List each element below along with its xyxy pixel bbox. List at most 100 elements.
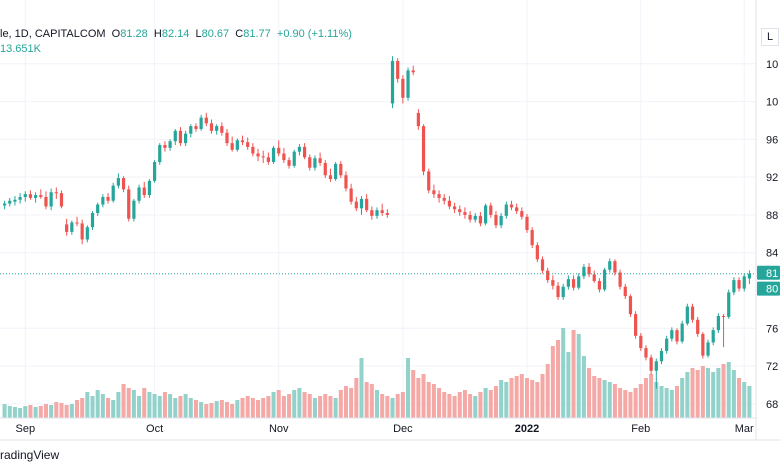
price-marker: 80	[757, 281, 780, 296]
price-tick-label: 88	[766, 210, 778, 222]
candle	[189, 124, 193, 138]
volume-bar	[230, 404, 235, 418]
candle-body	[271, 147, 276, 163]
candle-body	[401, 78, 405, 98]
candle-body	[747, 273, 752, 279]
volume-bar	[457, 392, 462, 418]
candle	[644, 345, 648, 361]
candle	[649, 354, 653, 375]
candle-body	[90, 213, 95, 228]
price-scale-background	[756, 0, 780, 440]
candle	[199, 114, 203, 131]
candle-body	[287, 160, 291, 166]
candle	[65, 218, 69, 236]
candle	[421, 124, 426, 176]
volume-bar	[281, 396, 286, 418]
candle	[256, 148, 260, 162]
candle-body	[116, 178, 120, 186]
grid-lines	[0, 0, 756, 418]
candle-body	[380, 210, 384, 214]
volume-bar	[43, 404, 48, 418]
volume-bar	[287, 394, 292, 418]
volume-bar	[302, 392, 307, 418]
volume-bar	[188, 398, 193, 418]
volume-bar	[592, 376, 597, 418]
time-tick-label: Sep	[15, 423, 35, 435]
candle	[49, 188, 53, 211]
candle-body	[680, 323, 684, 342]
candle	[75, 216, 79, 227]
candle-body	[473, 215, 477, 220]
candle	[447, 196, 452, 210]
candle-body	[690, 306, 695, 320]
candle	[137, 184, 141, 204]
tradingview-attribution[interactable]: radingView	[0, 448, 60, 462]
candle-body	[602, 269, 607, 290]
candle-body	[220, 126, 224, 133]
time-scale[interactable]: Sep Oct Nov Dec 2022 Feb Mar	[15, 423, 754, 435]
candle	[634, 311, 638, 339]
candle	[13, 196, 17, 206]
volume-bar	[535, 382, 540, 418]
candle	[178, 127, 183, 146]
volume-bar	[390, 398, 395, 418]
candle-body	[701, 333, 705, 356]
volume-bar	[292, 390, 297, 418]
volume-bar	[193, 400, 198, 418]
candle	[184, 130, 188, 146]
candle	[613, 259, 617, 276]
log-scale-button[interactable]: L	[761, 28, 779, 46]
volume-bar	[473, 396, 478, 418]
candle-body	[184, 133, 188, 144]
close-value: 81.77	[243, 28, 271, 40]
candle	[173, 128, 177, 146]
candle-body	[639, 335, 643, 349]
candle-body	[349, 188, 353, 202]
volume-bar	[106, 398, 111, 418]
volume-bar	[561, 328, 566, 418]
change-value: +0.90 (+1.11%)	[276, 28, 352, 40]
candle-body	[628, 296, 633, 315]
volume-bar	[545, 364, 550, 418]
candle	[266, 152, 270, 165]
candle	[308, 154, 312, 171]
candle-body	[2, 203, 7, 206]
candle-body	[147, 180, 152, 196]
volume-bar	[468, 394, 473, 418]
volume-bar	[680, 378, 685, 418]
candle-body	[556, 285, 560, 298]
volume-bar	[240, 398, 245, 418]
volume-bar	[742, 382, 747, 418]
price-scale[interactable]: 10 10 96 92 88 84 76 72 68	[766, 59, 778, 411]
candle-body	[437, 194, 441, 198]
candle-body	[365, 198, 369, 211]
candle	[101, 194, 105, 208]
volume-bar	[250, 398, 255, 418]
candle-body	[28, 194, 33, 198]
volume-bar	[307, 394, 312, 418]
candle-body	[375, 210, 379, 216]
time-tick-label: 2022	[515, 423, 539, 435]
candle-body	[406, 70, 410, 98]
candle	[401, 75, 405, 104]
volume-bar	[499, 380, 504, 418]
volume-bar	[530, 380, 535, 418]
candle-body	[70, 222, 74, 232]
candle-body	[127, 189, 131, 219]
candle-body	[173, 130, 177, 142]
candle	[365, 194, 369, 213]
candle	[602, 267, 607, 292]
volume-bar	[323, 394, 328, 418]
candle	[323, 160, 327, 179]
candle-body	[721, 315, 726, 317]
candle	[127, 185, 131, 222]
candle-body	[359, 198, 364, 209]
candle	[261, 150, 265, 163]
candle-body	[696, 319, 700, 334]
candle	[39, 189, 43, 199]
candle-body	[209, 123, 214, 131]
candle-body	[8, 200, 12, 204]
open-label: O	[111, 28, 121, 40]
ohlc-legend: le, 1D, CAPITALCOM O81.28 H82.14 L80.67 …	[0, 28, 352, 40]
